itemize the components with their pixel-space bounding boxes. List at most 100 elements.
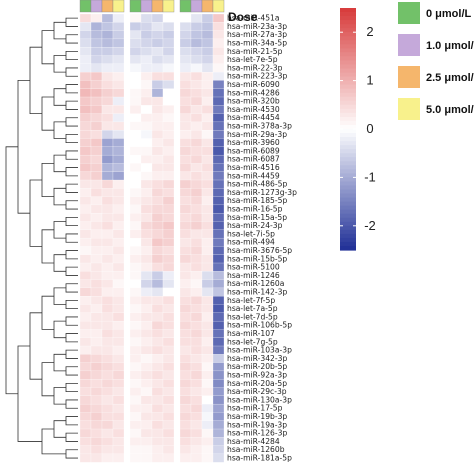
heatmap-cell — [212, 171, 225, 181]
heatmap-cell — [162, 221, 175, 231]
heatmap-cell — [212, 362, 225, 372]
heatmap-cell — [129, 196, 142, 206]
heatmap-cell — [162, 121, 175, 131]
heatmap-cell — [79, 262, 92, 272]
heatmap-cell — [90, 387, 103, 397]
heatmap-cell — [212, 370, 225, 380]
heatmap-cell — [201, 453, 214, 463]
heatmap-cell — [190, 113, 203, 123]
heatmap-cell — [212, 379, 225, 388]
heatmap-cell — [190, 80, 203, 90]
heatmap-cell — [190, 63, 203, 73]
heatmap-cell — [101, 71, 114, 81]
heatmap-cell — [201, 279, 214, 289]
heatmap-cell — [79, 403, 92, 413]
heatmap-cell — [129, 55, 142, 65]
heatmap-cell — [129, 179, 142, 189]
heatmap-cell — [190, 96, 203, 106]
heatmap-cell — [140, 229, 153, 239]
dendrogram-branch — [65, 333, 78, 343]
heatmap-cell — [140, 38, 153, 48]
heatmap-cell — [201, 47, 214, 56]
heatmap-cell — [101, 428, 114, 438]
heatmap-cell — [190, 55, 203, 65]
dendrogram-branch — [65, 449, 78, 459]
heatmap-cell — [140, 55, 153, 65]
heatmap-cell — [112, 287, 125, 297]
colorbar-segment — [340, 8, 356, 13]
heatmap-cell — [179, 237, 192, 247]
heatmap-cell — [151, 403, 164, 413]
heatmap-cell — [129, 262, 142, 272]
colorbar-tick-label: 1 — [366, 73, 373, 88]
heatmap-cell — [179, 262, 192, 272]
heatmap-cell — [129, 271, 142, 280]
heatmap-cell — [190, 163, 203, 173]
heatmap-cell — [151, 88, 164, 98]
heatmap-cell — [112, 121, 125, 131]
heatmap-cell — [212, 287, 225, 297]
heatmap-cell — [151, 113, 164, 123]
heatmap-cell — [79, 30, 92, 40]
heatmap-cell — [190, 30, 203, 40]
colorbar-segment — [340, 104, 356, 110]
heatmap-cell — [140, 30, 153, 40]
heatmap-cell — [212, 96, 225, 106]
heatmap-cell — [90, 237, 103, 247]
dose-legend-swatch — [398, 98, 420, 120]
row-label: hsa-miR-20b-5p — [227, 362, 287, 371]
heatmap-cell — [162, 22, 175, 31]
heatmap-cell — [90, 105, 103, 114]
dose-annotation-cell — [140, 0, 153, 13]
heatmap-cell — [101, 437, 114, 446]
heatmap-cell — [151, 130, 164, 139]
heatmap-cell — [112, 320, 125, 330]
heatmap-cell — [101, 395, 114, 405]
colorbar-segment — [340, 60, 356, 66]
heatmap-cell — [140, 379, 153, 388]
dendrogram-branch — [53, 254, 66, 272]
colorbar-segment — [340, 145, 356, 150]
colorbar-segment — [340, 129, 356, 134]
row-dendrogram — [5, 17, 78, 459]
heatmap-cell — [162, 63, 175, 73]
heatmap-cell — [179, 287, 192, 297]
heatmap-cell — [90, 113, 103, 123]
heatmap-cell — [151, 171, 164, 181]
heatmap-cell — [162, 188, 175, 197]
heatmap-cell — [212, 387, 225, 397]
heatmap-cell — [201, 304, 214, 314]
heatmap-cell — [162, 395, 175, 405]
dendrogram-branch — [65, 167, 78, 177]
heatmap-cell — [179, 138, 192, 148]
heatmap-cell — [79, 121, 92, 131]
row-label: hsa-miR-181a-5p — [227, 454, 292, 463]
heatmap-cell — [162, 204, 175, 214]
colorbar-segment — [340, 229, 356, 235]
heatmap-cell — [190, 337, 203, 347]
colorbar-segment — [340, 133, 356, 138]
heatmap-cell — [201, 370, 214, 380]
heatmap-cell — [179, 113, 192, 123]
heatmap-cell — [90, 30, 103, 40]
heatmap-cell — [129, 22, 142, 31]
heatmap-cell — [101, 370, 114, 380]
heatmap-cell — [162, 196, 175, 206]
dendrogram-branch — [53, 287, 66, 305]
heatmap-cell — [201, 171, 214, 181]
colorbar-tick-label: -1 — [364, 169, 376, 184]
heatmap-cell — [162, 254, 175, 264]
heatmap-cell — [101, 362, 114, 372]
heatmap-cell — [90, 370, 103, 380]
heatmap-cell — [129, 254, 142, 264]
row-label: hsa-miR-223-3p — [227, 72, 287, 81]
dose-legend-swatch — [398, 2, 420, 24]
heatmap-cell — [101, 80, 114, 90]
heatmap-cell — [179, 271, 192, 280]
heatmap-cell — [112, 213, 125, 222]
heatmap-cell — [90, 304, 103, 314]
heatmap-cell — [162, 287, 175, 297]
heatmap-cell — [201, 312, 214, 322]
heatmap-cell — [101, 379, 114, 388]
heatmap-cell — [162, 38, 175, 48]
